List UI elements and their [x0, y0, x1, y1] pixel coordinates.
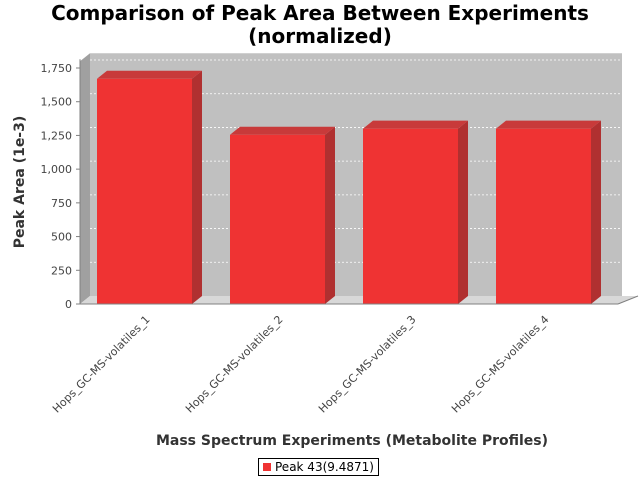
- chart-title-line1: Comparison of Peak Area Between Experime…: [51, 1, 589, 25]
- legend-swatch: [263, 463, 271, 471]
- x-tick-label: Hops_GC-MS-volatiles_1: [50, 313, 153, 416]
- bar-side: [458, 120, 468, 304]
- bar: [230, 126, 335, 304]
- bar-front: [363, 128, 458, 304]
- bar-front: [97, 78, 192, 304]
- bar-front: [230, 134, 325, 304]
- plot-area: [80, 53, 638, 304]
- bar: [496, 120, 601, 304]
- plot-side-wall: [80, 53, 90, 304]
- y-tick-label: 1,000: [41, 163, 73, 176]
- bar: [363, 120, 468, 304]
- bars: [97, 70, 601, 304]
- y-axis-label: Peak Area (1e-3): [12, 116, 28, 249]
- x-axis-depth-line: [617, 295, 639, 305]
- legend-label: Peak 43(9.4871): [275, 460, 374, 474]
- bar-top: [230, 126, 335, 135]
- x-tick-label: Hops_GC-MS-volatiles_3: [316, 313, 419, 416]
- y-tick-label: 0: [65, 298, 72, 311]
- y-tick-label: 1,500: [41, 96, 73, 109]
- x-tick-label: Hops_GC-MS-volatiles_2: [183, 313, 286, 416]
- y-tick-label: 250: [51, 264, 72, 277]
- x-axis-ticks: Hops_GC-MS-volatiles_1 Hops_GC-MS-volatil…: [50, 313, 552, 416]
- bar-front: [496, 128, 591, 304]
- y-tick-label: 1,750: [41, 62, 73, 75]
- y-tick-label: 1,250: [41, 129, 73, 142]
- y-tick-label: 750: [51, 197, 72, 210]
- bar-side: [591, 120, 601, 304]
- plot-back-wall: [90, 53, 622, 296]
- bar-side: [325, 126, 335, 304]
- axes: [79, 59, 639, 305]
- chart-title: Comparison of Peak Area Between Experime…: [0, 2, 640, 48]
- legend: Peak 43(9.4871): [258, 458, 379, 476]
- bar-top: [97, 70, 202, 79]
- bar-top: [496, 120, 601, 129]
- y-axis-ticks: 0 250 500 750 1,000 1,250 1,500 1,750: [41, 62, 80, 311]
- chart-title-line2: (normalized): [248, 24, 392, 48]
- bar: [97, 70, 202, 304]
- y-tick-label: 500: [51, 231, 72, 244]
- x-tick-label: Hops_GC-MS-volatiles_4: [449, 313, 552, 416]
- bar-top: [363, 120, 468, 129]
- bar-side: [192, 70, 202, 304]
- x-axis-label: Mass Spectrum Experiments (Metabolite Pr…: [156, 433, 548, 449]
